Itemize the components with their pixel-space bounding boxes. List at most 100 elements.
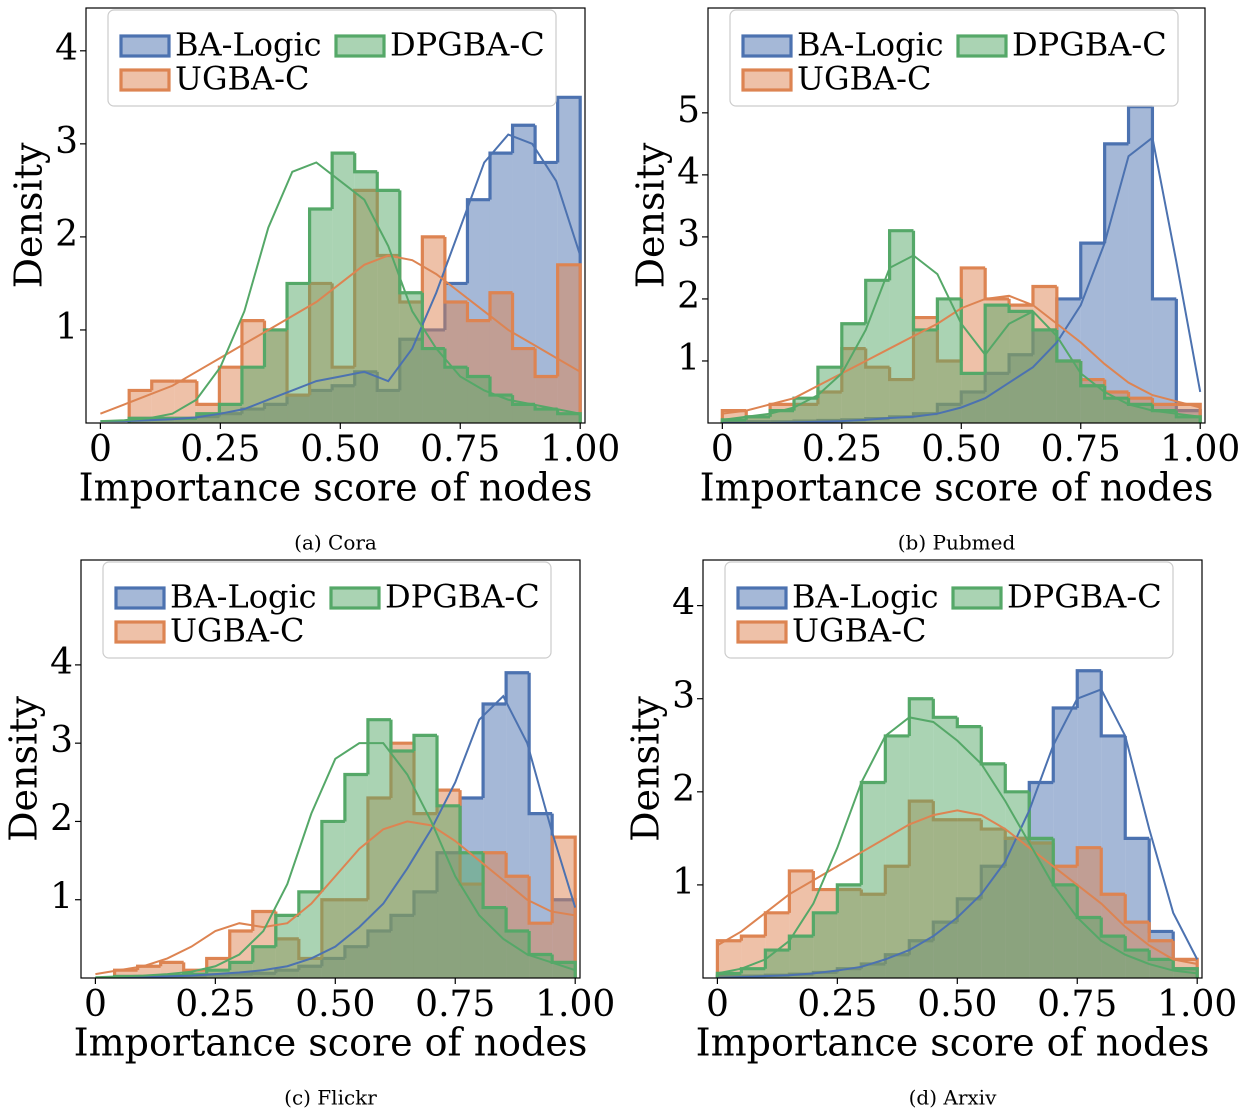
legend-swatch [956, 34, 1008, 58]
hist-bar [1128, 106, 1153, 423]
legend-swatch [114, 620, 166, 644]
hist-outline [320, 819, 345, 892]
hist-bar [332, 153, 355, 423]
x-tick-label: 0.25 [797, 984, 877, 1025]
plot-area [720, 105, 1202, 423]
kde-line [100, 161, 581, 423]
hist-bar [913, 329, 938, 423]
hist-outline [1126, 105, 1153, 144]
y-tick-label: 2 [55, 214, 78, 255]
panel: 0 0.25 0.50 0.75 1.00 1 2 3 4 Importance score of… [2, 559, 615, 1110]
legend-box [102, 561, 552, 659]
y-tick-label: 2 [672, 769, 695, 810]
x-tick-label: 0.75 [420, 429, 500, 470]
hist-outline [787, 934, 814, 951]
kde-line [95, 820, 576, 976]
y-tick-label: 3 [677, 214, 700, 255]
axes-frame [85, 7, 586, 424]
hist-outline [159, 960, 184, 967]
hist-outline [931, 698, 958, 719]
kde-line [717, 688, 1199, 978]
hist-outline [435, 735, 461, 808]
hist-outline [1099, 917, 1126, 938]
hist-bar [264, 329, 288, 423]
hist-bar [985, 305, 1010, 423]
hist-bar [309, 208, 333, 423]
hist-outline [979, 726, 1006, 766]
hist-bar [460, 852, 484, 978]
hist-outline [1003, 763, 1030, 794]
hist-bar [151, 418, 175, 423]
hist-outline [556, 409, 582, 423]
plot-area [100, 95, 582, 423]
hist-bar [137, 966, 161, 978]
hist-bar [1009, 311, 1033, 423]
hist-outline [1079, 241, 1105, 299]
panel: 0 0.25 0.50 0.75 1.00 1 2 3 4 Importance score of… [7, 7, 620, 555]
hist-outline [816, 365, 842, 399]
y-tick-label: 4 [677, 152, 700, 193]
legend-swatch [329, 586, 381, 610]
legend-label: DPGBA-C [390, 26, 545, 64]
hist-outline [510, 123, 536, 154]
plot-area [95, 671, 577, 978]
hist-bar [1125, 950, 1150, 978]
hist-bar [557, 413, 581, 423]
hist-outline [251, 945, 276, 963]
hist-outline [983, 303, 1010, 374]
hist-outline [205, 968, 230, 975]
hist-bar [717, 973, 742, 978]
hist-outline [285, 281, 310, 330]
hist-outline [375, 171, 400, 192]
hist-outline [443, 236, 468, 304]
hist-outline [228, 929, 253, 959]
hist-bar [377, 190, 400, 423]
hist-bar [741, 968, 766, 978]
hist-bar [275, 915, 299, 978]
kde-line [722, 294, 1201, 415]
hist-bar [129, 390, 152, 423]
hist-outline [715, 971, 742, 978]
hist-bar [1080, 385, 1105, 423]
y-tick-label: 1 [55, 307, 78, 348]
hist-outline [1051, 706, 1078, 783]
hist-outline [1031, 284, 1057, 306]
legend-box [107, 9, 557, 107]
x-tick-label: 0.25 [802, 429, 882, 470]
legend-label: BA-Logic [792, 578, 939, 616]
hist-bar [817, 367, 842, 423]
hist-outline [488, 376, 513, 397]
x-tick-label: 1.00 [1157, 984, 1237, 1025]
x-tick-label: 0.50 [921, 429, 1001, 470]
hist-bar [196, 413, 220, 423]
hist-bar [241, 367, 265, 423]
y-axis-label: Density [7, 142, 51, 288]
hist-outline [550, 954, 577, 978]
hist-bar [483, 907, 507, 978]
hist-outline [1150, 106, 1177, 301]
hist-bar [1173, 968, 1198, 978]
y-tick-label: 1 [50, 877, 73, 918]
y-tick-label: 1 [677, 338, 700, 379]
hist-outline [1099, 670, 1126, 738]
hist-outline [935, 297, 962, 330]
legend-swatch [741, 34, 793, 58]
x-axis-label: Importance score of nodes [74, 1021, 588, 1065]
hist-outline [763, 948, 790, 969]
hist-bar [1104, 398, 1129, 423]
hist-bar [1104, 143, 1129, 423]
caption: (a) Cora [294, 531, 377, 555]
legend-label: DPGBA-C [385, 578, 540, 616]
hist-bar [841, 323, 866, 423]
legend-label: BA-Logic [797, 26, 944, 64]
y-tick-label: 2 [677, 276, 700, 317]
hist-outline [297, 890, 322, 916]
hist-outline [481, 702, 507, 798]
hist-outline [715, 939, 742, 978]
panel: 0 0.25 0.50 0.75 1.00 1 2 3 4 Importance score of… [624, 559, 1237, 1110]
axes-frame [702, 559, 1203, 979]
hist-bar [174, 418, 197, 423]
hist-outline [217, 402, 242, 414]
x-tick-label: 0.25 [180, 429, 260, 470]
